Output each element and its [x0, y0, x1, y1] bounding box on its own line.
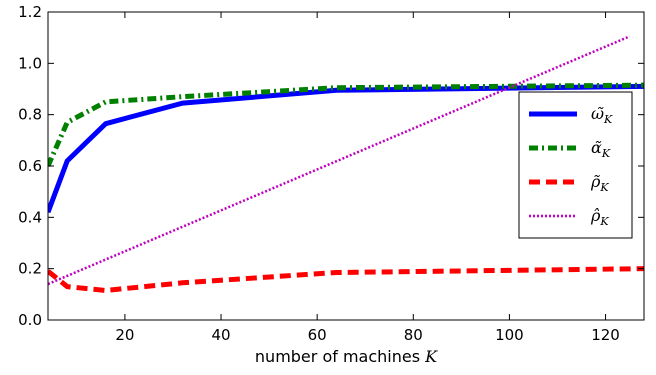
x-tick-label-0: 20 [115, 326, 134, 344]
series-line-1 [48, 82, 644, 168]
y-tick-label-6: 1.2 [18, 3, 42, 21]
x-tick-label-3: 80 [404, 326, 423, 344]
y-tick-label-5: 1.0 [18, 54, 42, 72]
x-tick-label-4: 100 [495, 326, 524, 344]
series-line-3 [48, 35, 631, 286]
series-layer [48, 35, 644, 293]
legend-label-1: α̃K [591, 138, 611, 160]
y-tick-label-0: 0.0 [18, 311, 42, 329]
x-tick-label-1: 40 [211, 326, 230, 344]
series-line-2 [48, 266, 644, 293]
y-tick-label-2: 0.4 [18, 208, 42, 226]
x-tick-label-5: 120 [591, 326, 620, 344]
y-tick-label-3: 0.6 [18, 157, 42, 175]
ticks-layer: 20 40 60 80 100 120 0.0 0.2 0.4 0.6 0.8 1.0 1.2 [18, 3, 644, 344]
legend-label-0: ω̃K [591, 104, 613, 126]
y-tick-label-1: 0.2 [18, 260, 42, 278]
legend-label-2: ρ̃K [590, 172, 609, 194]
legend-label-3: ρ̂K [590, 206, 609, 228]
legend: ω̃K α̃K ρ̃K ρ̂K [518, 91, 633, 239]
series-line-0 [48, 83, 644, 214]
x-tick-label-2: 60 [308, 326, 327, 344]
x-axis-label: number of machines K [255, 347, 438, 366]
y-tick-label-4: 0.8 [18, 106, 42, 124]
